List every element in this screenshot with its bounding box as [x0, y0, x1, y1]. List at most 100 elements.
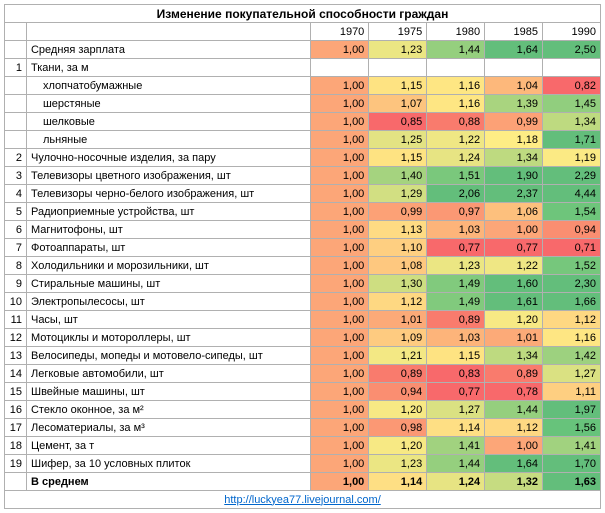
row-number: 18	[5, 437, 27, 455]
value-cell: 1,10	[369, 239, 427, 257]
table-row: 16Стекло оконное, за м²1,001,201,271,441…	[5, 401, 601, 419]
table-row: хлопчатобумажные1,001,151,161,040,82	[5, 77, 601, 95]
value-cell: 1,52	[543, 257, 601, 275]
row-label: Фотоаппараты, шт	[26, 239, 310, 257]
row-number: 4	[5, 185, 27, 203]
value-cell: 0,99	[485, 113, 543, 131]
value-cell: 1,34	[543, 113, 601, 131]
value-cell: 1,19	[543, 149, 601, 167]
value-cell: 1,54	[543, 203, 601, 221]
row-label: шелковые	[26, 113, 310, 131]
row-number	[5, 41, 27, 59]
table-row: 4Телевизоры черно-белого изображения, шт…	[5, 185, 601, 203]
row-number	[5, 131, 27, 149]
value-cell: 1,00	[311, 329, 369, 347]
value-cell: 1,23	[369, 455, 427, 473]
purchasing-power-table: Изменение покупательной способности граж…	[4, 4, 601, 509]
value-cell: 1,04	[485, 77, 543, 95]
value-cell: 1,16	[543, 329, 601, 347]
row-number: 16	[5, 401, 27, 419]
value-cell: 1,00	[311, 113, 369, 131]
value-cell	[543, 59, 601, 77]
value-cell: 1,07	[369, 95, 427, 113]
value-cell: 2,50	[543, 41, 601, 59]
row-number: 8	[5, 257, 27, 275]
row-label: Лесоматериалы, за м³	[26, 419, 310, 437]
value-cell: 1,29	[369, 185, 427, 203]
value-cell	[427, 59, 485, 77]
row-label: шерстяные	[26, 95, 310, 113]
row-number: 5	[5, 203, 27, 221]
value-cell: 1,20	[369, 437, 427, 455]
value-cell: 1,42	[543, 347, 601, 365]
value-cell: 1,49	[427, 293, 485, 311]
value-cell: 1,00	[311, 167, 369, 185]
value-cell: 1,22	[485, 257, 543, 275]
value-cell: 1,00	[311, 473, 369, 491]
value-cell: 1,12	[543, 311, 601, 329]
row-label: Холодильники и морозильники, шт	[26, 257, 310, 275]
value-cell: 0,77	[485, 239, 543, 257]
value-cell: 0,97	[427, 203, 485, 221]
value-cell: 1,20	[485, 311, 543, 329]
value-cell: 1,70	[543, 455, 601, 473]
row-number: 7	[5, 239, 27, 257]
value-cell: 1,44	[485, 401, 543, 419]
row-label: Легковые автомобили, шт	[26, 365, 310, 383]
value-cell: 1,06	[485, 203, 543, 221]
row-number: 19	[5, 455, 27, 473]
value-cell: 1,11	[543, 383, 601, 401]
value-cell: 0,99	[369, 203, 427, 221]
value-cell: 1,00	[311, 437, 369, 455]
value-cell: 0,85	[369, 113, 427, 131]
value-cell: 1,00	[311, 203, 369, 221]
value-cell: 1,00	[311, 419, 369, 437]
row-label: Стекло оконное, за м²	[26, 401, 310, 419]
row-number: 14	[5, 365, 27, 383]
row-number	[5, 473, 27, 491]
value-cell: 4,44	[543, 185, 601, 203]
row-number	[5, 95, 27, 113]
row-number: 15	[5, 383, 27, 401]
value-cell: 1,20	[369, 401, 427, 419]
value-cell: 1,23	[369, 41, 427, 59]
value-cell: 1,24	[427, 149, 485, 167]
value-cell: 2,37	[485, 185, 543, 203]
value-cell: 1,23	[427, 257, 485, 275]
row-number: 12	[5, 329, 27, 347]
value-cell: 1,40	[369, 167, 427, 185]
value-cell: 1,41	[427, 437, 485, 455]
value-cell: 1,34	[485, 149, 543, 167]
value-cell: 2,06	[427, 185, 485, 203]
value-cell: 1,24	[427, 473, 485, 491]
source-link[interactable]: http://luckyea77.livejournal.com/	[224, 494, 381, 506]
value-cell: 1,00	[311, 131, 369, 149]
value-cell: 1,14	[427, 419, 485, 437]
value-cell: 1,00	[311, 41, 369, 59]
row-number: 17	[5, 419, 27, 437]
year-1990: 1990	[543, 23, 601, 41]
value-cell: 0,78	[485, 383, 543, 401]
year-1975: 1975	[369, 23, 427, 41]
value-cell: 1,09	[369, 329, 427, 347]
row-label: Радиоприемные устройства, шт	[26, 203, 310, 221]
value-cell: 0,94	[543, 221, 601, 239]
value-cell: 1,00	[311, 149, 369, 167]
blank-num-header	[5, 23, 27, 41]
value-cell: 1,00	[311, 257, 369, 275]
row-label: Велосипеды, мопеды и мотовело-сипеды, шт	[26, 347, 310, 365]
value-cell	[369, 59, 427, 77]
value-cell: 1,13	[369, 221, 427, 239]
value-cell: 1,15	[369, 77, 427, 95]
table-row: Средняя зарплата1,001,231,441,642,50	[5, 41, 601, 59]
value-cell: 1,27	[427, 401, 485, 419]
value-cell: 1,03	[427, 221, 485, 239]
table-row: 2Чулочно-носочные изделия, за пару1,001,…	[5, 149, 601, 167]
row-label: Телевизоры черно-белого изображения, шт	[26, 185, 310, 203]
table-row: 19Шифер, за 10 условных плиток1,001,231,…	[5, 455, 601, 473]
value-cell: 1,32	[485, 473, 543, 491]
year-1980: 1980	[427, 23, 485, 41]
table-row: 14Легковые автомобили, шт1,000,890,830,8…	[5, 365, 601, 383]
value-cell: 1,14	[369, 473, 427, 491]
value-cell: 1,00	[311, 401, 369, 419]
